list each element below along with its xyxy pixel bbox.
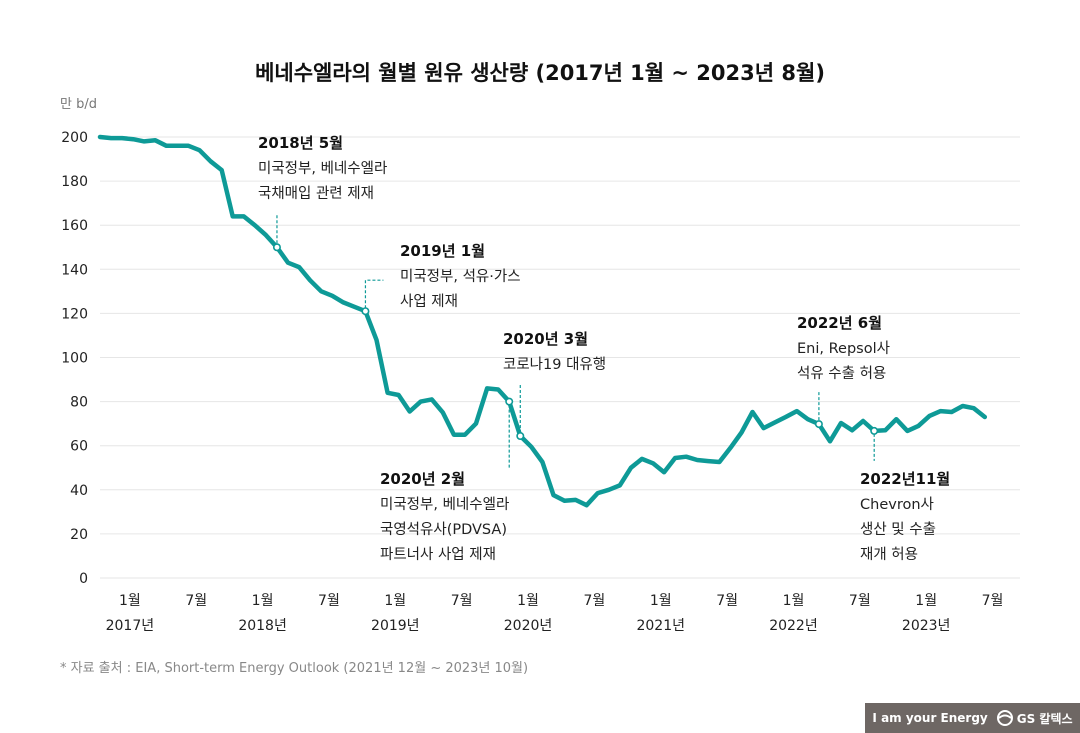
y-tick-label: 160 bbox=[61, 218, 88, 234]
y-tick-label: 0 bbox=[79, 571, 88, 587]
y-tick-label: 60 bbox=[70, 439, 88, 455]
x-tick-month: 7월 bbox=[982, 593, 1004, 609]
chart-title: 베네수엘라의 월별 원유 생산량 (2017년 1월 ~ 2023년 8월) bbox=[255, 61, 825, 85]
x-tick-month: 7월 bbox=[716, 593, 738, 609]
annotation-text: 석유 수출 허용 bbox=[797, 365, 886, 382]
annotation-text: Eni, Repsol사 bbox=[797, 340, 890, 357]
annotation-text: 생산 및 수출 bbox=[860, 521, 936, 538]
annotation-heading: 2022년 6월 bbox=[797, 314, 882, 332]
annotation-text: 코로나19 대유행 bbox=[503, 356, 606, 373]
annotation-text: 미국정부, 베네수엘라 bbox=[380, 496, 509, 513]
y-tick-label: 180 bbox=[61, 174, 88, 190]
annotation-text: 국채매입 관련 제재 bbox=[258, 185, 374, 202]
annotation-heading: 2020년 3월 bbox=[503, 330, 588, 348]
x-tick-month: 1월 bbox=[517, 593, 539, 609]
production-series-line bbox=[97, 134, 988, 508]
annotation-heading: 2018년 5월 bbox=[258, 134, 343, 152]
event-marker bbox=[870, 426, 879, 435]
x-tick-month: 1월 bbox=[783, 593, 805, 609]
annotation-heading: 2020년 2월 bbox=[380, 470, 465, 488]
annotation-text: 재개 허용 bbox=[860, 546, 918, 563]
x-tick-month: 1월 bbox=[650, 593, 672, 609]
y-axis-unit: 만 b/d bbox=[60, 97, 97, 112]
source-note: * 자료 출처 : EIA, Short-term Energy Outlook… bbox=[60, 661, 528, 676]
x-tick-month: 7월 bbox=[849, 593, 871, 609]
footer-brand-bar: I am your Energy GS 칼텍스 bbox=[865, 703, 1080, 733]
x-tick-month: 1월 bbox=[252, 593, 274, 609]
y-tick-label: 120 bbox=[61, 306, 88, 322]
y-tick-label: 100 bbox=[61, 351, 88, 367]
event-marker bbox=[505, 397, 514, 406]
y-tick-label: 80 bbox=[70, 395, 88, 411]
annotation-leader bbox=[364, 279, 384, 309]
x-tick-year: 2020년 bbox=[504, 618, 553, 634]
x-tick-year: 2019년 bbox=[371, 618, 420, 634]
annotation-text: 미국정부, 베네수엘라 bbox=[258, 160, 387, 177]
annotation-text: 국영석유사(PDVSA) bbox=[380, 521, 507, 538]
annotation-text: 파트너사 사업 제재 bbox=[380, 546, 496, 563]
x-tick-month: 7월 bbox=[583, 593, 605, 609]
event-marker bbox=[814, 420, 823, 429]
x-tick-month: 1월 bbox=[384, 593, 406, 609]
annotation-heading: 2022년11월 bbox=[860, 470, 950, 488]
y-tick-label: 20 bbox=[70, 527, 88, 543]
x-tick-year: 2018년 bbox=[238, 618, 287, 634]
gs-caltex-logo: GS 칼텍스 bbox=[996, 710, 1073, 727]
x-tick-month: 1월 bbox=[915, 593, 937, 609]
x-tick-month: 7월 bbox=[185, 593, 207, 609]
annotation-text: Chevron사 bbox=[860, 496, 934, 513]
x-tick-month: 7월 bbox=[451, 593, 473, 609]
x-tick-year: 2022년 bbox=[769, 618, 818, 634]
y-tick-label: 200 bbox=[61, 130, 88, 146]
y-tick-label: 40 bbox=[70, 483, 88, 499]
event-marker bbox=[361, 307, 370, 316]
footer-brand: GS 칼텍스 bbox=[1016, 711, 1073, 726]
x-tick-year: 2023년 bbox=[902, 618, 951, 634]
x-tick-month: 7월 bbox=[318, 593, 340, 609]
event-marker bbox=[272, 243, 281, 252]
annotation-text: 사업 제재 bbox=[400, 293, 458, 310]
gs-logo-icon bbox=[996, 710, 1013, 726]
y-tick-label: 140 bbox=[61, 262, 88, 278]
x-tick-year: 2017년 bbox=[106, 618, 155, 634]
annotation-heading: 2019년 1월 bbox=[400, 242, 485, 260]
x-tick-month: 1월 bbox=[119, 593, 141, 609]
footer-slogan: I am your Energy bbox=[872, 711, 988, 725]
annotation-text: 미국정부, 석유·가스 bbox=[400, 268, 521, 285]
x-tick-year: 2021년 bbox=[636, 618, 685, 634]
event-marker bbox=[516, 431, 525, 440]
